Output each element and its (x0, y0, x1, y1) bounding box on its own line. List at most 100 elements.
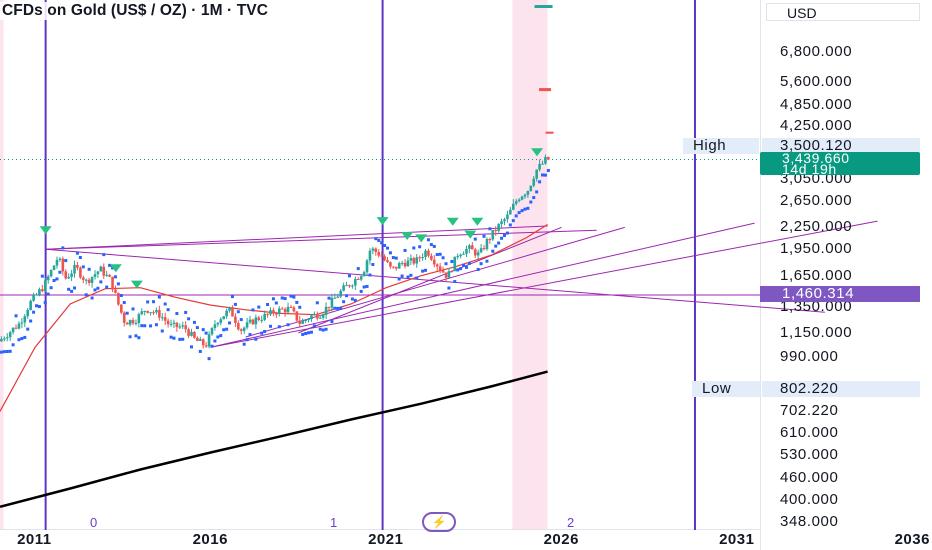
low-label: Low (692, 381, 760, 397)
candle-body (479, 248, 483, 253)
psar-dot (441, 256, 445, 260)
candle-body (20, 322, 24, 324)
candle-body (471, 245, 474, 250)
candle-body (307, 319, 310, 321)
price-tick-label: 2,250.000 (780, 217, 853, 235)
time-tick-label: 2036 (894, 531, 930, 548)
psar-dot (8, 349, 12, 353)
candle-body (339, 290, 342, 297)
candle-body (199, 339, 202, 341)
psar-dot (435, 253, 439, 257)
psar-dot (119, 293, 123, 297)
psar-dot (438, 252, 442, 256)
candle-body (354, 278, 357, 286)
trendline (45, 229, 597, 250)
candle-body (438, 266, 442, 271)
candle-body (137, 314, 141, 323)
candle-body (511, 203, 515, 210)
psar-dot (14, 314, 18, 318)
psar-dot (307, 331, 311, 335)
psar-dot (116, 282, 120, 286)
candle-body (541, 163, 544, 165)
psar-dot (459, 267, 463, 271)
trendline (210, 222, 755, 348)
candle-body (430, 255, 433, 260)
psar-dot (415, 276, 419, 280)
candle-body (330, 297, 334, 308)
candle-body (456, 256, 459, 258)
candle-body (488, 239, 492, 241)
psar-dot (535, 190, 539, 194)
psar-dot (304, 332, 308, 336)
signal-triangle (464, 230, 477, 239)
psar-dot (122, 301, 126, 305)
candle-body (64, 271, 68, 279)
lightning-icon[interactable]: ⚡ (422, 512, 456, 532)
psar-dot (40, 274, 44, 278)
candle-body (275, 313, 278, 315)
psar-dot (260, 331, 264, 335)
candle-body (547, 156, 550, 160)
candle-body (96, 271, 100, 275)
psar-dot (500, 236, 504, 240)
psar-dot (532, 196, 536, 200)
psar-dot (309, 330, 313, 334)
candle-body (160, 317, 164, 319)
candle-body (526, 190, 530, 195)
candle-body (49, 269, 53, 277)
psar-dot (286, 323, 290, 327)
psar-dot (497, 241, 501, 245)
psar-dot (43, 301, 47, 305)
candle-body (342, 285, 345, 291)
psar-dot (345, 294, 349, 298)
psar-dot (201, 328, 205, 332)
psar-dot (374, 237, 378, 241)
psar-dot (125, 311, 129, 315)
candle-body (482, 248, 486, 250)
signal-triangle (446, 217, 459, 226)
psar-dot (339, 306, 343, 310)
candle-body (114, 289, 117, 293)
candle-body (277, 308, 281, 314)
signal-triangle (401, 232, 414, 241)
psar-dot (365, 284, 369, 288)
psar-dot (131, 307, 135, 311)
psar-dot (412, 246, 416, 250)
candle-body (11, 327, 15, 333)
signal-triangle (39, 226, 52, 235)
price-tick-label: 990.000 (780, 347, 839, 365)
psar-dot (166, 308, 170, 312)
psar-dot (464, 265, 468, 269)
candle-body (532, 178, 536, 186)
psar-dot (529, 200, 533, 204)
candle-body (298, 320, 302, 324)
currency-selector[interactable]: USD (766, 3, 920, 21)
psar-dot (87, 267, 91, 271)
psar-dot (222, 328, 226, 332)
candle-body (32, 294, 35, 301)
price-tick-label: 1,950.000 (780, 240, 853, 258)
signal-triangle (471, 217, 484, 226)
psar-dot (172, 336, 176, 340)
candle-body (301, 320, 304, 324)
candle-body (394, 266, 398, 269)
candle-body (509, 209, 512, 215)
candle-body (201, 339, 205, 346)
psar-dot (154, 323, 158, 327)
psar-dot (526, 206, 530, 210)
psar-dot (146, 300, 150, 304)
candle-body (406, 260, 410, 267)
candle-body (292, 307, 296, 312)
psar-dot (409, 273, 413, 277)
highlight-band (512, 0, 548, 530)
candle-body (213, 324, 217, 328)
psar-dot (93, 288, 97, 292)
candle-body (310, 315, 313, 320)
candle-body (207, 334, 211, 347)
psar-dot (233, 302, 237, 306)
candle-body (491, 230, 495, 240)
candle-body (204, 345, 208, 347)
psar-dot (333, 306, 337, 310)
